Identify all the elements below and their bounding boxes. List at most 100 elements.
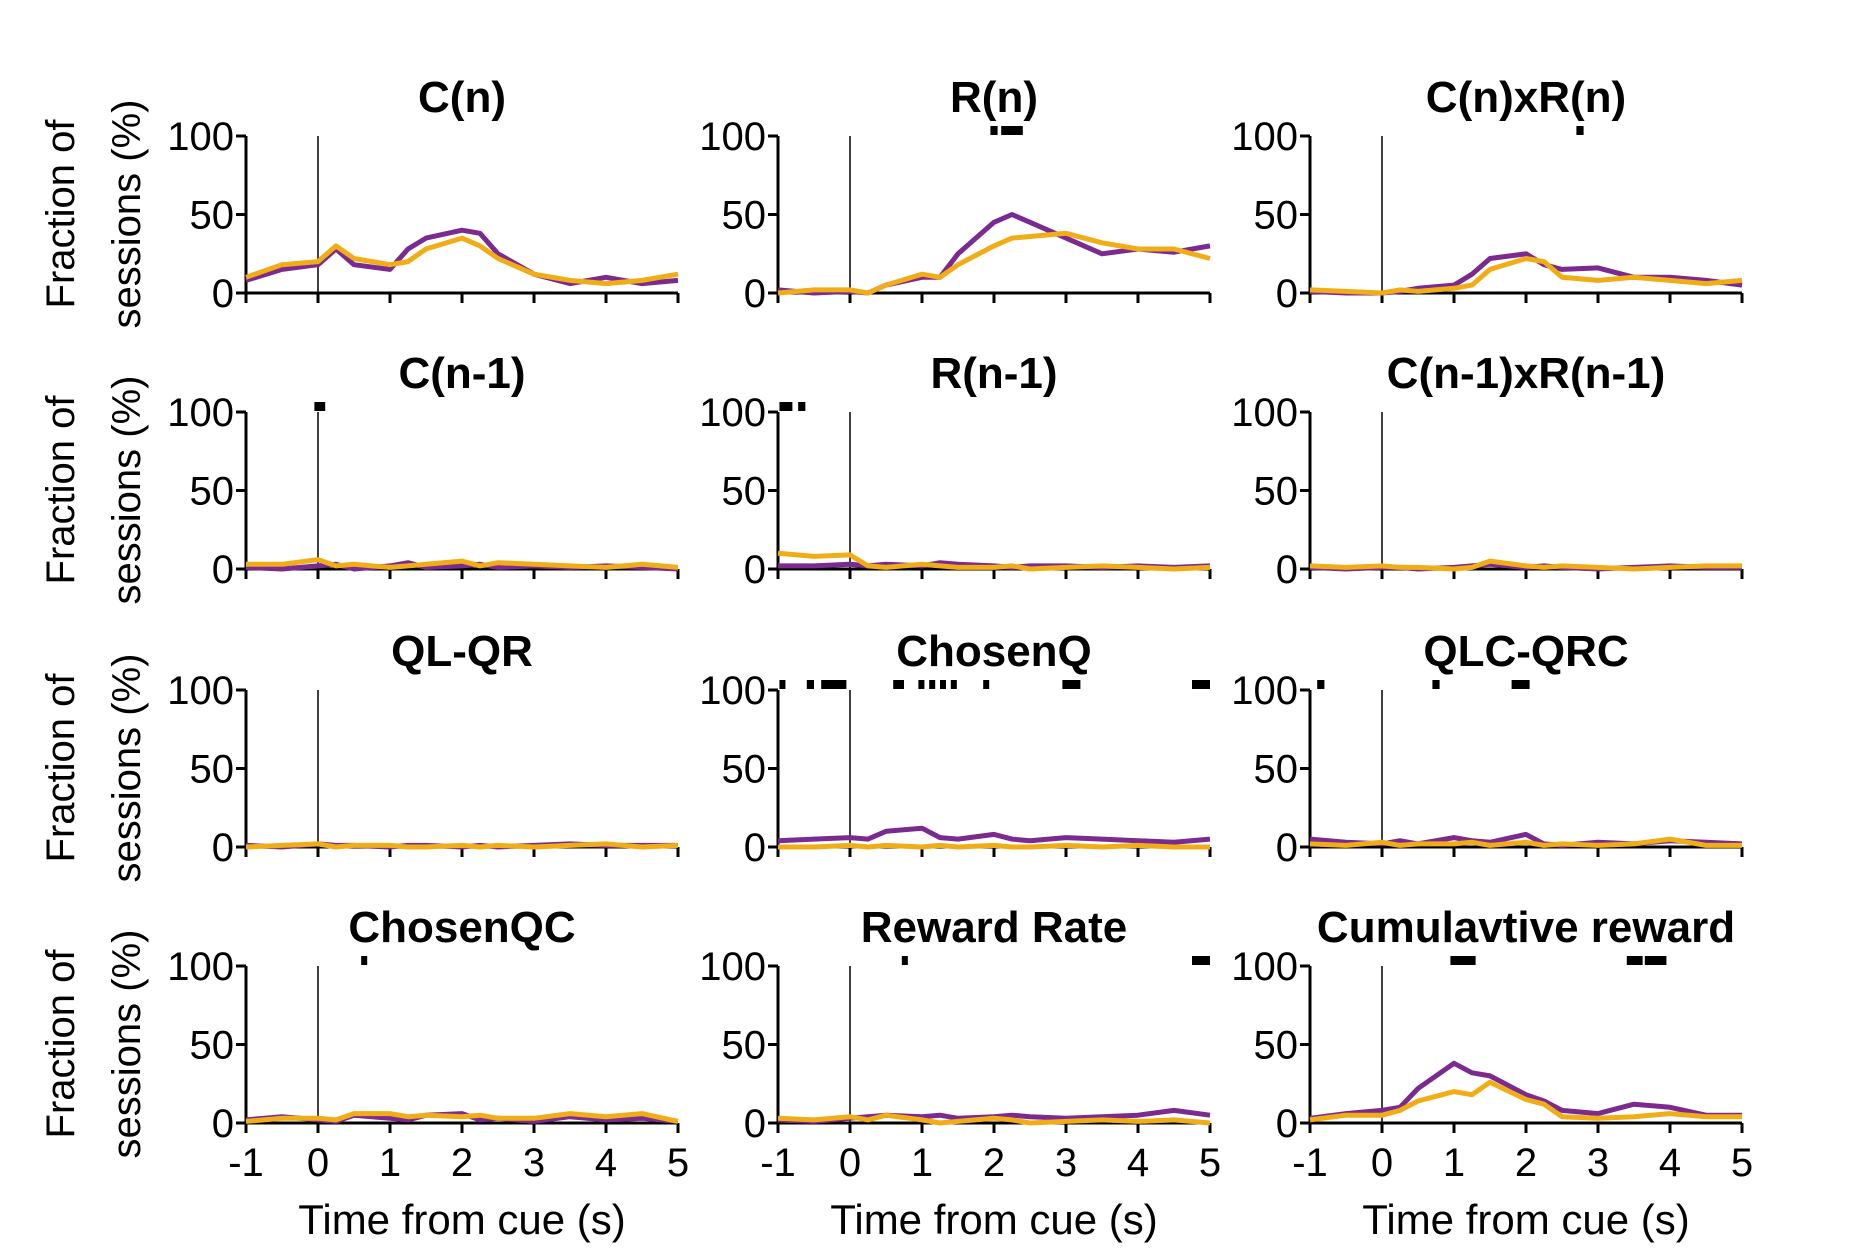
y-tick-label: 100 (167, 391, 234, 435)
significance-mark (779, 402, 793, 411)
significance-mark (314, 402, 326, 411)
x-tick-label: 2 (451, 1141, 473, 1185)
panel-title: R(n) (950, 73, 1038, 122)
panel-title: C(n) (418, 73, 506, 122)
panel-0: C(n) 0 50 100 (167, 73, 680, 316)
significance-mark (798, 402, 806, 411)
significance-mark (990, 126, 998, 135)
y-tick-label: 0 (212, 272, 234, 316)
x-tick-label: -1 (760, 1141, 796, 1185)
significance-mark (1576, 126, 1584, 135)
y-tick-label: 50 (190, 470, 235, 514)
y-tick-label: 0 (744, 826, 766, 870)
y-tick-label: 50 (1254, 748, 1299, 792)
panel-title: C(n-1)xR(n-1) (1387, 349, 1666, 398)
y-tick-label: 0 (744, 1102, 766, 1146)
y-tick-label: 100 (1231, 391, 1298, 435)
panel-1: R(n) 0 50 100 (699, 73, 1212, 316)
series-line-2 (1309, 1079, 1742, 1123)
significance-mark (950, 680, 957, 689)
panel-title: Cumulavtive reward (1317, 903, 1735, 952)
x-tick-label: 3 (1587, 1141, 1609, 1185)
significance-mark (983, 680, 990, 689)
x-tick-label: 1 (379, 1141, 401, 1185)
x-tick-label: 1 (911, 1141, 933, 1185)
y-tick-label: 50 (722, 194, 767, 238)
series-line-2 (246, 557, 679, 570)
y-tick-label: 100 (1231, 945, 1298, 989)
y-tick-label: 50 (190, 748, 235, 792)
y-tick-label: 0 (1276, 1102, 1298, 1146)
x-tick-label: 5 (667, 1141, 689, 1185)
x-tick-label: -1 (1292, 1141, 1328, 1185)
panel-title: C(n-1) (398, 349, 525, 398)
significance-mark (940, 680, 946, 689)
series-line-2 (777, 550, 1211, 572)
panel-title: C(n)xR(n) (1426, 73, 1626, 122)
series-line-2 (778, 842, 1210, 850)
y-tick-label: 50 (190, 1024, 235, 1068)
series-line-2 (1309, 836, 1742, 848)
x-tick-label: 5 (1199, 1141, 1221, 1185)
significance-mark (1192, 680, 1210, 689)
y-tick-label: 50 (722, 748, 767, 792)
x-tick-label: 2 (983, 1141, 1005, 1185)
significance-mark (929, 680, 936, 689)
y-tick-label: 100 (699, 115, 766, 159)
series-line-1 (777, 825, 1211, 845)
y-axis-label: Fraction of (39, 395, 83, 585)
significance-mark (1432, 680, 1440, 689)
x-tick-label: 0 (839, 1141, 861, 1185)
significance-mark (901, 956, 908, 965)
y-tick-label: 100 (1231, 669, 1298, 713)
panel-6: QL-QR 0 50 100 (167, 627, 680, 870)
significance-mark (1001, 126, 1023, 135)
y-tick-label: 100 (167, 115, 234, 159)
y-tick-label: 50 (1254, 1024, 1299, 1068)
panel-title: QL-QR (391, 627, 533, 676)
x-axis-label: Time from cue (s) (298, 1196, 625, 1243)
y-tick-label: 100 (167, 669, 234, 713)
y-tick-label: 100 (699, 669, 766, 713)
x-axis-label: Time from cue (s) (1362, 1196, 1689, 1243)
y-tick-label: 0 (212, 826, 234, 870)
series-line-2 (777, 1112, 1211, 1126)
x-tick-label: 4 (1659, 1141, 1681, 1185)
significance-mark (1626, 956, 1643, 965)
x-tick-label: 4 (1127, 1141, 1149, 1185)
y-tick-label: 0 (1276, 548, 1298, 592)
y-tick-label: 0 (212, 548, 234, 592)
y-tick-label: 100 (1231, 115, 1298, 159)
x-tick-label: 5 (1731, 1141, 1753, 1185)
panel-title: Reward Rate (861, 903, 1128, 952)
x-axis-label: Time from cue (s) (830, 1196, 1157, 1243)
panel-3: C(n-1) 0 50 100 (167, 349, 680, 592)
series-line-2 (1309, 558, 1742, 572)
x-tick-label: 3 (1055, 1141, 1077, 1185)
series-line-2 (245, 235, 679, 287)
panel-title: QLC-QRC (1423, 627, 1628, 676)
y-tick-label: 0 (212, 1102, 234, 1146)
x-tick-label: 0 (1371, 1141, 1393, 1185)
y-axis-label: Fraction of (39, 119, 83, 309)
panel-2: C(n)xR(n) 0 50 100 (1231, 73, 1744, 316)
significance-mark (918, 680, 925, 689)
panel-4: R(n-1) 0 50 100 (699, 349, 1212, 592)
significance-mark (1511, 680, 1530, 689)
series-line-2 (245, 841, 679, 850)
significance-mark (1192, 956, 1210, 965)
y-axis-label: Fraction of (39, 673, 83, 863)
y-tick-label: 100 (699, 945, 766, 989)
series-line-2 (245, 1111, 679, 1124)
significance-mark (1062, 680, 1081, 689)
y-tick-label: 0 (744, 272, 766, 316)
y-tick-label: 0 (744, 548, 766, 592)
x-tick-label: 3 (523, 1141, 545, 1185)
panel-title: ChosenQC (348, 903, 575, 952)
series-line-2 (777, 230, 1211, 296)
significance-mark (1450, 956, 1476, 965)
x-tick-label: -1 (228, 1141, 264, 1185)
y-tick-label: 50 (190, 194, 235, 238)
